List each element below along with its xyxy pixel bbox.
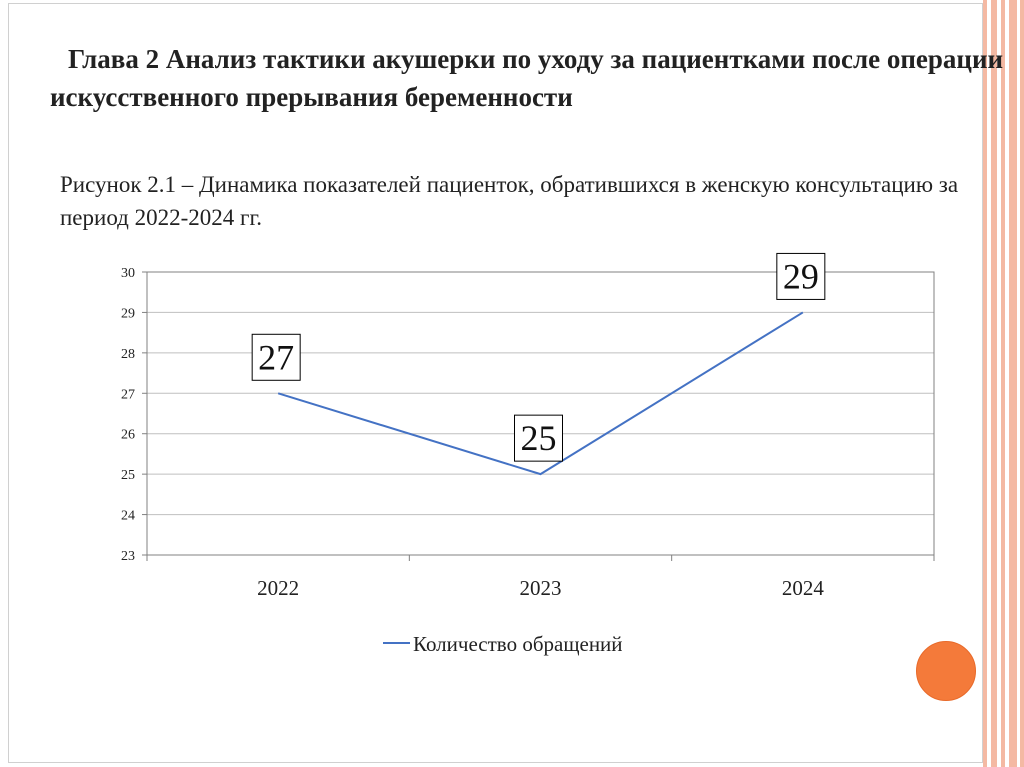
data-label-box	[776, 252, 826, 300]
decorative-circle	[916, 641, 976, 701]
data-label-2023: 25	[514, 414, 563, 462]
y-tick-label: 28	[121, 347, 135, 362]
slide-title: Глава 2 Анализ тактики акушерки по уходу…	[50, 44, 1004, 112]
y-tick-label: 25	[121, 468, 135, 483]
data-labels: 27 25 29	[251, 252, 826, 462]
data-label-2022: 27	[251, 333, 301, 381]
y-tick-label: 26	[121, 428, 135, 443]
slide-frame	[8, 3, 983, 763]
figure-caption: Рисунок 2.1 – Динамика показателей пацие…	[60, 172, 959, 230]
y-tick-label: 24	[121, 509, 135, 524]
series-line-kolichestvo-obrashcheniy	[277, 311, 804, 476]
legend: Количество обращений	[383, 632, 623, 656]
data-label-text: 25	[521, 418, 557, 458]
legend-label: Количество обращений	[413, 632, 623, 656]
y-tick-label: 23	[121, 549, 135, 564]
grid-lines	[147, 271, 934, 556]
x-tick-label: 2023	[520, 576, 562, 600]
x-axis: 2022 2023 2024	[146, 555, 935, 600]
y-tick-label: 27	[121, 387, 135, 402]
data-label-2024: 29	[776, 252, 826, 300]
data-label-box	[514, 414, 563, 462]
data-label-box	[251, 333, 301, 381]
decorative-stripes	[983, 0, 1024, 767]
data-label-text: 29	[783, 256, 819, 296]
y-tick-label: 29	[121, 306, 135, 321]
data-label-text: 27	[258, 337, 294, 377]
x-tick-label: 2022	[257, 576, 299, 600]
y-axis: 23 24 25 26 27 28 29 30	[121, 266, 147, 564]
x-tick-label: 2024	[782, 576, 825, 600]
plot-area	[146, 271, 935, 556]
y-tick-label: 30	[121, 266, 135, 281]
